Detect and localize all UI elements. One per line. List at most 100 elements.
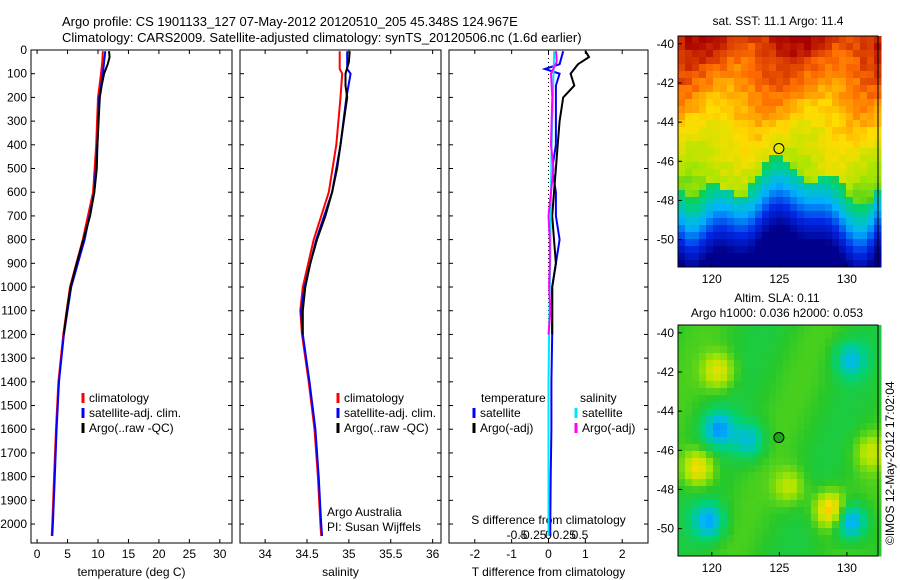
sla-map-cell: [811, 402, 819, 410]
sst-map-cell: [797, 155, 805, 163]
sla-map-cell: [832, 521, 840, 529]
sst-map-cell: [783, 162, 791, 170]
sla-map-cell: [804, 549, 812, 557]
sla-map-cell: [860, 381, 868, 389]
sst-map-cell: [734, 113, 742, 121]
sst-map-cell: [790, 239, 798, 247]
sst-map-cell: [720, 113, 728, 121]
sst-map-cell: [678, 64, 686, 72]
sst-map-cell: [699, 239, 707, 247]
sst-map-cell: [825, 239, 833, 247]
sla-map-cell: [727, 472, 735, 480]
sst-map-cell: [720, 218, 728, 226]
sla-map-cell: [769, 514, 777, 522]
sla-map-cell: [685, 500, 693, 508]
sst-map-cell: [720, 246, 728, 254]
sla-map-cell: [853, 479, 861, 487]
sla-map-cell: [776, 332, 784, 340]
sst-map-cell: [783, 78, 791, 86]
sst-map-cell: [797, 253, 805, 261]
sla-map-cell: [818, 528, 826, 536]
sst-map-cell: [734, 64, 742, 72]
sla-map-cell: [839, 332, 847, 340]
sst-map-cell: [699, 260, 707, 268]
sla-map-cell: [853, 332, 861, 340]
sla-map-cell: [860, 472, 868, 480]
sla-map-cell: [720, 402, 728, 410]
sla-map-cell: [741, 472, 749, 480]
sst-map-cell: [769, 50, 777, 58]
sst-map-cell: [734, 43, 742, 51]
sla-map-cell: [755, 395, 763, 403]
sla-map-cell: [713, 423, 721, 431]
sst-map-cell: [699, 253, 707, 261]
sst-map-cell: [776, 71, 784, 79]
sla-map-cell: [860, 402, 868, 410]
sst-map-cell: [853, 169, 861, 177]
sst-map-cell: [818, 106, 826, 114]
sst-map-cell: [776, 239, 784, 247]
sst-map-cell: [783, 120, 791, 128]
sla-map-cell: [769, 507, 777, 515]
sst-map-cell: [860, 260, 868, 268]
sla-map-cell: [790, 528, 798, 536]
sst-map-cell: [860, 190, 868, 198]
sst-map-cell: [685, 85, 693, 93]
sla-map-cell: [832, 507, 840, 515]
sst-map-cell: [818, 197, 826, 205]
sla-map-cell: [748, 332, 756, 340]
sla-map-cell: [860, 395, 868, 403]
sst-map-cell: [825, 218, 833, 226]
sst-map-cell: [825, 113, 833, 121]
sst-map-cell: [860, 71, 868, 79]
sst-map-cell: [720, 232, 728, 240]
sst-map-cell: [804, 218, 812, 226]
sst-map-cell: [860, 78, 868, 86]
sla-map-cell: [776, 374, 784, 382]
sst-map-cell: [867, 106, 875, 114]
sla-map-cell: [762, 451, 770, 459]
sst-map-cell: [804, 169, 812, 177]
diff-legend-title: temperature: [481, 391, 546, 405]
sst-map-cell: [853, 120, 861, 128]
sst-map-cell: [797, 183, 805, 191]
sst-map-cell: [818, 225, 826, 233]
sst-map-cell: [797, 43, 805, 51]
sla-map-cell: [727, 374, 735, 382]
sla-map-cell: [853, 549, 861, 557]
sst-map-cell: [846, 85, 854, 93]
sst-map-cell: [748, 57, 756, 65]
sla-map-cell: [804, 465, 812, 473]
sla-map-cell: [706, 514, 714, 522]
sst-map-cell: [762, 50, 770, 58]
sst-map-cell: [790, 64, 798, 72]
sla-map-cell: [706, 444, 714, 452]
sla-map-cell: [741, 451, 749, 459]
sst-map-cell: [804, 232, 812, 240]
sla-map-cell: [741, 360, 749, 368]
sst-map-cell: [692, 78, 700, 86]
sst-map-cell: [748, 106, 756, 114]
sst-map-cell: [762, 204, 770, 212]
sst-map-cell: [797, 211, 805, 219]
sst-map-cell: [776, 64, 784, 72]
diff-xtick-label: 2: [619, 547, 626, 561]
sal-legend-label: satellite-adj. clim.: [344, 406, 436, 420]
sla-map-cell: [678, 367, 686, 375]
sst-map-cell: [727, 141, 735, 149]
sla-map-cell: [832, 444, 840, 452]
sla-map-cell: [678, 528, 686, 536]
sla-map-cell: [818, 346, 826, 354]
sst-map-cell: [790, 183, 798, 191]
sst-map-cell: [825, 260, 833, 268]
sal-xtick-label: 34.5: [295, 547, 319, 561]
sst-map-cell: [762, 141, 770, 149]
sst-map-cell: [706, 169, 714, 177]
sst-map-cell: [853, 211, 861, 219]
sst-map-cell: [720, 50, 728, 58]
sla-map-cell: [867, 360, 875, 368]
sla-map-cell: [713, 465, 721, 473]
sst-map-cell: [832, 36, 840, 44]
sst-map-cell: [846, 99, 854, 107]
sla-map-cell: [867, 521, 875, 529]
